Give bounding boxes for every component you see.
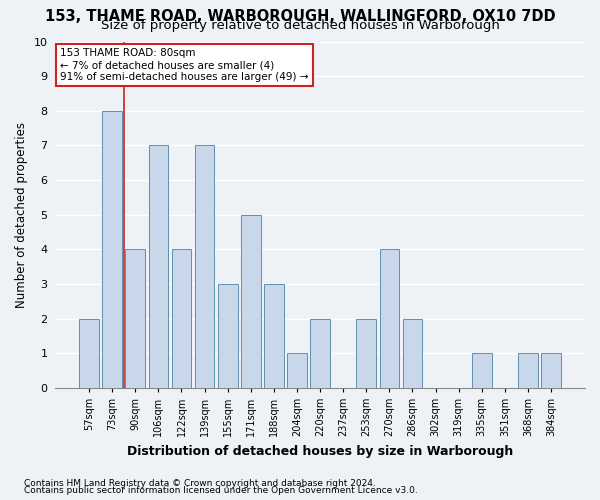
Bar (310, 318, 330, 388)
Bar (518, 353, 538, 388)
Bar (472, 353, 491, 388)
Bar (356, 318, 376, 388)
Text: 153, THAME ROAD, WARBOROUGH, WALLINGFORD, OX10 7DD: 153, THAME ROAD, WARBOROUGH, WALLINGFORD… (44, 9, 556, 24)
Text: 153 THAME ROAD: 80sqm
← 7% of detached houses are smaller (4)
91% of semi-detach: 153 THAME ROAD: 80sqm ← 7% of detached h… (61, 48, 309, 82)
Bar (149, 146, 168, 388)
Bar (79, 318, 99, 388)
X-axis label: Distribution of detached houses by size in Warborough: Distribution of detached houses by size … (127, 444, 513, 458)
Text: Contains public sector information licensed under the Open Government Licence v3: Contains public sector information licen… (24, 486, 418, 495)
Bar (403, 318, 422, 388)
Text: Contains HM Land Registry data © Crown copyright and database right 2024.: Contains HM Land Registry data © Crown c… (24, 478, 376, 488)
Y-axis label: Number of detached properties: Number of detached properties (15, 122, 28, 308)
Bar (241, 214, 260, 388)
Bar (218, 284, 238, 388)
Bar (380, 250, 399, 388)
Bar (287, 353, 307, 388)
Bar (172, 250, 191, 388)
Bar (264, 284, 284, 388)
Bar (195, 146, 214, 388)
Bar (103, 111, 122, 388)
Bar (125, 250, 145, 388)
Text: Size of property relative to detached houses in Warborough: Size of property relative to detached ho… (101, 19, 499, 32)
Bar (541, 353, 561, 388)
